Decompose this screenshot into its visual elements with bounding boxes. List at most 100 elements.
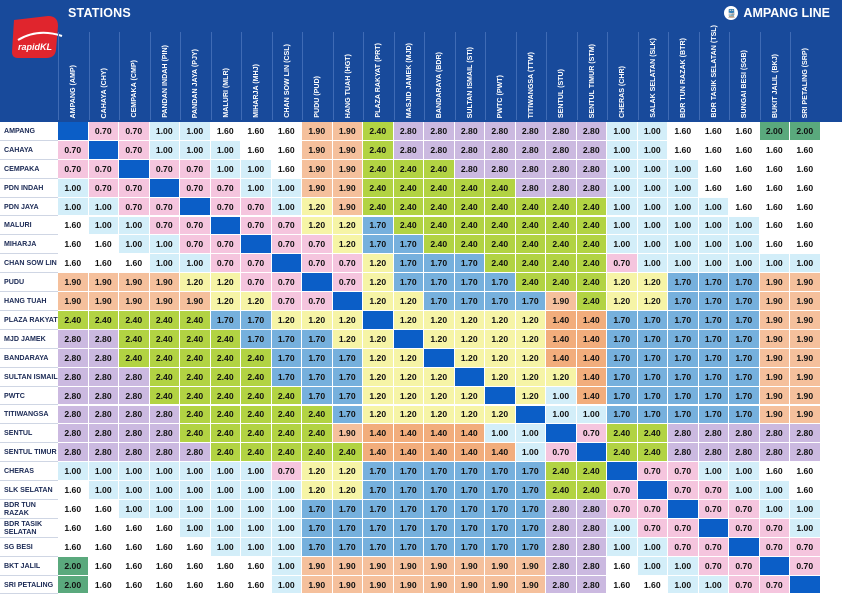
fare-cell: 0.70 bbox=[271, 216, 302, 236]
fare-cell: 2.40 bbox=[180, 424, 211, 444]
fare-cell: 1.20 bbox=[210, 273, 241, 293]
column-header-plaza-rakyat: PLAZA RAKYAT (PRT) bbox=[363, 30, 394, 118]
fare-cell: 1.70 bbox=[729, 292, 760, 311]
fare-cell: 1.00 bbox=[607, 518, 638, 538]
column-divider bbox=[363, 32, 364, 120]
fare-cell: 1.00 bbox=[637, 159, 668, 179]
fare-cell: 1.60 bbox=[88, 500, 119, 519]
fare-cell: 1.00 bbox=[576, 405, 607, 425]
self-cell bbox=[759, 556, 790, 576]
fare-cell: 1.20 bbox=[515, 386, 546, 406]
fare-cell: 1.00 bbox=[180, 254, 211, 274]
self-cell bbox=[515, 405, 546, 425]
fare-cell: 1.70 bbox=[210, 311, 241, 330]
row-header-bkt-jalil: BKT JALIL bbox=[0, 556, 58, 576]
fare-cell: 1.90 bbox=[393, 575, 424, 595]
fare-cell: 2.80 bbox=[698, 424, 729, 444]
column-divider bbox=[729, 32, 730, 120]
fare-cell: 1.70 bbox=[637, 311, 668, 330]
fare-cell: 1.00 bbox=[759, 500, 790, 519]
fare-cell: 2.80 bbox=[576, 500, 607, 519]
column-header-slk-selatan: SALAK SELATAN (SLK) bbox=[638, 30, 669, 118]
fare-cell: 2.40 bbox=[271, 443, 302, 463]
column-header-label: PANDAN INDAH (PIN) bbox=[160, 45, 169, 118]
fare-cell: 2.40 bbox=[607, 424, 638, 444]
fare-cell: 1.20 bbox=[302, 197, 333, 217]
row-header-bdr-tasik-selatan: BDR TASIK SELATAN bbox=[0, 518, 58, 538]
fare-cell: 1.60 bbox=[210, 575, 241, 595]
fare-cell: 1.20 bbox=[424, 386, 455, 406]
fare-cell: 0.70 bbox=[668, 537, 699, 557]
fare-cell: 1.00 bbox=[759, 481, 790, 500]
fare-cell: 2.80 bbox=[546, 518, 577, 538]
fare-cell: 2.80 bbox=[759, 424, 790, 444]
fare-cell: 0.70 bbox=[119, 122, 150, 141]
self-cell bbox=[241, 235, 272, 255]
fare-cell: 1.60 bbox=[790, 235, 821, 255]
fare-cell: 1.00 bbox=[58, 462, 89, 482]
self-cell bbox=[58, 122, 89, 141]
fare-cell: 1.70 bbox=[668, 405, 699, 425]
fare-cell: 2.80 bbox=[546, 500, 577, 519]
fare-cell: 1.00 bbox=[241, 178, 272, 198]
fare-cell: 2.40 bbox=[515, 197, 546, 217]
fare-cell: 1.20 bbox=[363, 405, 394, 425]
fare-cell: 1.60 bbox=[790, 159, 821, 179]
fare-cell: 1.20 bbox=[363, 254, 394, 274]
fare-cell: 2.40 bbox=[241, 386, 272, 406]
fare-cell: 2.40 bbox=[546, 254, 577, 274]
fare-cell: 1.70 bbox=[668, 386, 699, 406]
fare-cell: 1.70 bbox=[515, 500, 546, 519]
fare-cell: 2.40 bbox=[576, 481, 607, 500]
fare-cell: 2.80 bbox=[576, 575, 607, 595]
fare-cell: 1.70 bbox=[607, 386, 638, 406]
fare-cell: 2.40 bbox=[363, 140, 394, 160]
fare-cell: 1.70 bbox=[332, 348, 363, 368]
fare-cell: 1.20 bbox=[637, 273, 668, 293]
column-header-label: SENTUL TIMUR (STM) bbox=[587, 43, 596, 118]
fare-cell: 0.70 bbox=[180, 216, 211, 236]
fare-cell: 1.00 bbox=[149, 254, 180, 274]
fare-cell: 1.40 bbox=[546, 311, 577, 330]
fare-cell: 1.00 bbox=[637, 122, 668, 141]
fare-cell: 0.70 bbox=[271, 273, 302, 293]
column-header-sultan-ismail: SULTAN ISMAIL (STI) bbox=[455, 30, 486, 118]
line-title: AMPANG LINE bbox=[743, 6, 830, 20]
fare-cell: 1.00 bbox=[698, 462, 729, 482]
column-header-label: PWTC (PWT) bbox=[496, 74, 505, 118]
fare-cell: 1.20 bbox=[302, 462, 333, 482]
fare-cell: 2.40 bbox=[149, 367, 180, 387]
fare-cell: 1.60 bbox=[58, 518, 89, 538]
fare-cell: 1.20 bbox=[424, 311, 455, 330]
fare-cell: 2.80 bbox=[58, 386, 89, 406]
column-header-label: MALURI (MLR) bbox=[221, 68, 230, 118]
fare-cell: 1.20 bbox=[515, 329, 546, 349]
fare-cell: 1.00 bbox=[485, 424, 516, 444]
fare-cell: 1.70 bbox=[485, 500, 516, 519]
fare-cell: 1.90 bbox=[790, 329, 821, 349]
fare-cell: 2.40 bbox=[515, 273, 546, 293]
fare-cell: 1.60 bbox=[58, 254, 89, 274]
fare-cell: 1.60 bbox=[180, 575, 211, 595]
fare-cell: 0.70 bbox=[58, 140, 89, 160]
fare-cell: 1.60 bbox=[759, 216, 790, 236]
fare-cell: 1.00 bbox=[241, 500, 272, 519]
fare-cell: 2.80 bbox=[790, 443, 821, 463]
fare-cell: 2.40 bbox=[241, 367, 272, 387]
fare-cell: 2.40 bbox=[180, 311, 211, 330]
fare-cell: 1.70 bbox=[698, 311, 729, 330]
fare-cell: 1.00 bbox=[637, 556, 668, 576]
fare-cell: 1.60 bbox=[180, 556, 211, 576]
fare-cell: 2.40 bbox=[424, 235, 455, 255]
fare-cell: 1.00 bbox=[729, 216, 760, 236]
fare-cell: 1.20 bbox=[393, 292, 424, 311]
fare-cell: 1.60 bbox=[119, 575, 150, 595]
fare-cell: 2.40 bbox=[302, 443, 333, 463]
fare-cell: 2.00 bbox=[58, 556, 89, 576]
fare-cell: 1.90 bbox=[332, 424, 363, 444]
fare-cell: 1.70 bbox=[698, 292, 729, 311]
fare-cell: 2.80 bbox=[119, 424, 150, 444]
fare-cell: 2.80 bbox=[515, 140, 546, 160]
fare-cell: 2.80 bbox=[515, 159, 546, 179]
fare-cell: 2.40 bbox=[180, 405, 211, 425]
